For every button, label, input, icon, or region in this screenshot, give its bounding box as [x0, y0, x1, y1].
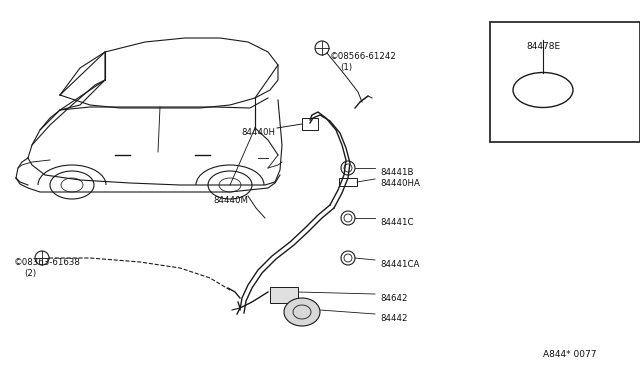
Text: ©08566-61242: ©08566-61242: [330, 52, 397, 61]
Text: (2): (2): [24, 269, 36, 278]
Bar: [302, 118, 318, 130]
Text: 84441C: 84441C: [380, 218, 413, 227]
Text: 84441B: 84441B: [380, 168, 413, 177]
Text: 84440M: 84440M: [213, 196, 248, 205]
Text: 84441CA: 84441CA: [380, 260, 419, 269]
Text: 84478E: 84478E: [526, 42, 560, 51]
Bar: [339, 178, 357, 186]
Text: 84440H: 84440H: [241, 128, 275, 137]
Text: ©08363-61638: ©08363-61638: [14, 258, 81, 267]
Text: 84642: 84642: [380, 294, 408, 303]
Bar: [270, 287, 298, 303]
Text: 84440HA: 84440HA: [380, 179, 420, 188]
Text: (1): (1): [340, 63, 352, 72]
Ellipse shape: [284, 298, 320, 326]
Bar: [490, 22, 640, 142]
Text: 84442: 84442: [380, 314, 408, 323]
Text: A844* 0077: A844* 0077: [543, 350, 596, 359]
